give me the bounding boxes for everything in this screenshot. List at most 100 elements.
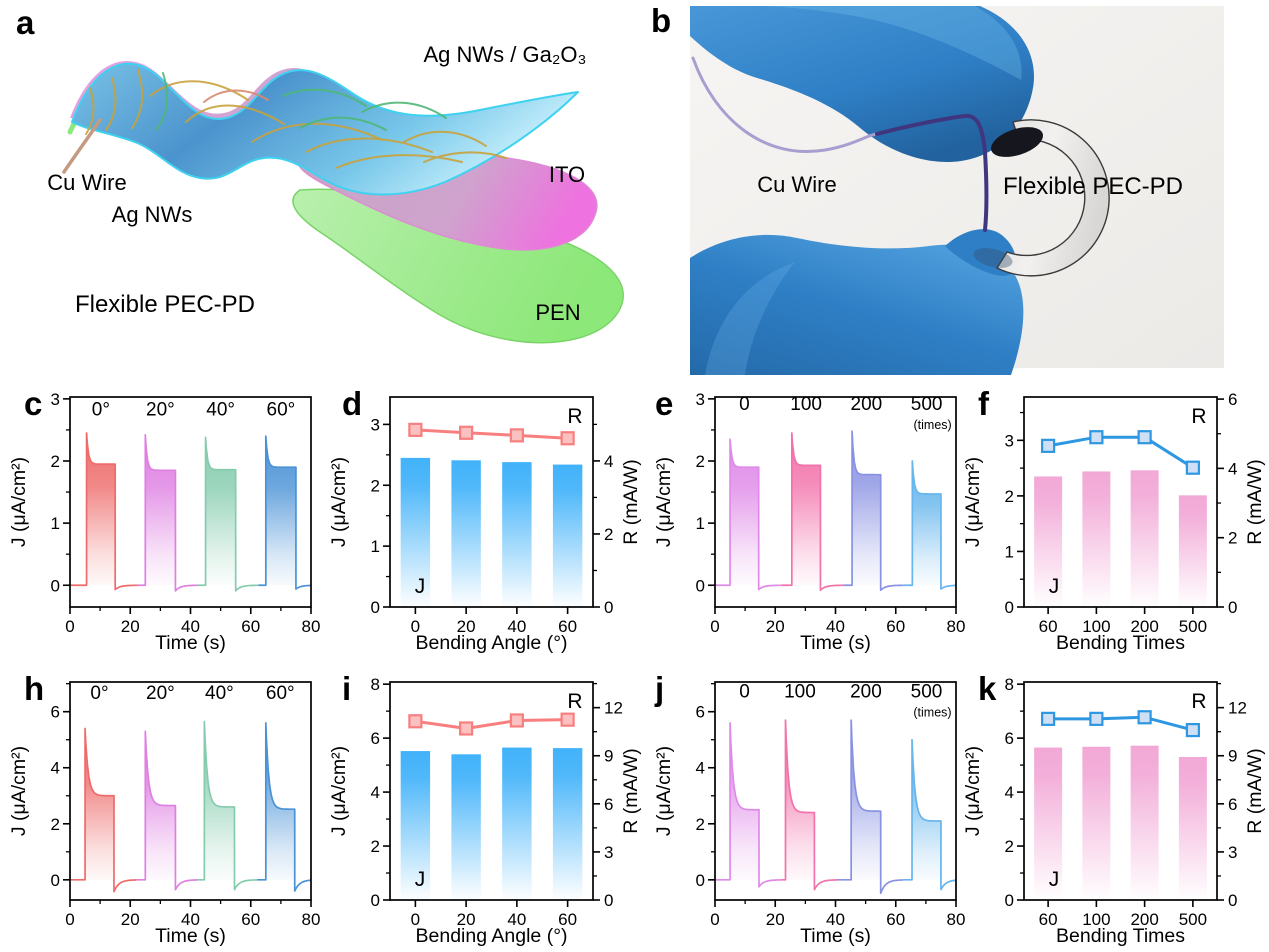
y-tick-label: 0 bbox=[51, 871, 60, 890]
right-axis-title: R (mA/W) bbox=[1244, 748, 1266, 834]
pulse-label: 60° bbox=[267, 400, 296, 421]
panel-j: j 0 100 200 500 (times) 0 20 40 60 80 0 2 4 6 Time (s)… bbox=[645, 670, 965, 952]
right-tick-label: 12 bbox=[604, 699, 623, 718]
bars-j bbox=[400, 747, 583, 900]
x-axis-title: Bending Times bbox=[1056, 925, 1185, 947]
right-tick-label: 9 bbox=[1228, 747, 1237, 766]
pulse-fill-60° bbox=[265, 722, 295, 880]
pulses: 0° 20° 40° 60° bbox=[70, 683, 312, 893]
line-responsivity bbox=[1041, 710, 1200, 738]
label-ito: ITO bbox=[549, 162, 585, 187]
right-tick-label: 3 bbox=[604, 843, 613, 862]
x-axis-title: Bending Angle (°) bbox=[416, 632, 568, 654]
right-tick-label: 6 bbox=[604, 795, 613, 814]
annotation-r: R bbox=[567, 690, 582, 713]
pulse-fill-100 bbox=[785, 720, 815, 880]
x-axis-title: Time (s) bbox=[800, 925, 871, 947]
y-axis-title: J (μA/cm²) bbox=[653, 746, 675, 836]
right-axis-title: R (mA/W) bbox=[620, 748, 642, 834]
right-tick-label: 0 bbox=[1228, 598, 1237, 617]
glove-top-highlight bbox=[765, 6, 1022, 80]
panel-letter-h: h bbox=[24, 670, 45, 707]
x-tick-label: 40 bbox=[826, 617, 845, 636]
x-tick-label: 20 bbox=[457, 617, 476, 636]
x-axis-title: Time (s) bbox=[800, 632, 871, 654]
marker-r bbox=[1041, 438, 1056, 453]
x-tick-label: 20 bbox=[766, 910, 785, 929]
marker-r bbox=[560, 431, 575, 446]
pulse-label: 200 bbox=[850, 682, 882, 703]
x-tick-label: 80 bbox=[302, 910, 321, 929]
x-tick-label: 500 bbox=[1179, 617, 1207, 636]
pulse-label: 0 bbox=[739, 394, 750, 415]
x-tick-label: 40 bbox=[826, 910, 845, 929]
pulse-label: 200 bbox=[851, 394, 883, 415]
pulse-note: (times) bbox=[913, 706, 951, 720]
panel-i: i 0 20 40 60 0 2 4 6 8 0 3 6 9 12 Bending Angle (°) J (… bbox=[328, 670, 645, 952]
pulse-label: 20° bbox=[146, 400, 175, 421]
axes: 0 20 40 60 80 0 1 2 3 Time (s) J (μA/cm²) bbox=[653, 390, 965, 654]
marker-r bbox=[1185, 460, 1200, 475]
pulse-line-20° bbox=[136, 730, 199, 891]
bar-j bbox=[1082, 746, 1111, 900]
pulse-fill-0° bbox=[85, 728, 114, 880]
left-tick-label: 4 bbox=[1005, 783, 1014, 802]
left-axis-title: J (μA/cm²) bbox=[328, 746, 350, 836]
annotation-j: J bbox=[415, 868, 426, 891]
left-tick-label: 1 bbox=[371, 537, 380, 556]
glove-bottom-highlight bbox=[705, 262, 795, 375]
pulse-label: 0° bbox=[92, 400, 110, 421]
x-tick-label: 40 bbox=[181, 910, 200, 929]
pulse-line-60° bbox=[258, 435, 312, 590]
bar-j bbox=[1178, 757, 1207, 900]
pulse-line-100 bbox=[781, 719, 838, 891]
left-tick-label: 8 bbox=[1005, 675, 1014, 694]
left-tick-label: 3 bbox=[371, 415, 380, 434]
line-responsivity bbox=[408, 712, 575, 736]
y-tick-label: 1 bbox=[696, 514, 705, 533]
pulse-fill-40° bbox=[205, 437, 236, 586]
pulse-label: 500 bbox=[911, 394, 943, 415]
x-axis-title: Time (s) bbox=[155, 925, 226, 947]
y-tick-label: 2 bbox=[696, 815, 705, 834]
marker-r bbox=[560, 712, 575, 727]
right-tick-label: 4 bbox=[604, 452, 613, 471]
y-tick-label: 3 bbox=[696, 390, 705, 409]
pulse-label: 40° bbox=[206, 400, 235, 421]
pulses: 0 100 200 500 (times) bbox=[715, 682, 957, 895]
y-tick-label: 0 bbox=[696, 871, 705, 890]
right-tick-label: 0 bbox=[604, 891, 613, 910]
panel-k: k 60 100 200 500 0 2 4 6 8 0 3 6 9 12 Bending Times J (… bbox=[962, 670, 1269, 952]
pulse-fill-0 bbox=[730, 439, 759, 586]
panel-letter-j: j bbox=[655, 670, 665, 707]
y-tick-label: 0 bbox=[696, 576, 705, 595]
axes: 60 100 200 500 0 1 2 3 0 2 4 6 Bending Times J (μA/cm… bbox=[962, 390, 1266, 654]
glove-bottom bbox=[690, 234, 1024, 375]
label-device-b: Flexible PEC-PD bbox=[1003, 173, 1183, 200]
bars-j bbox=[1034, 745, 1207, 900]
pulse-label: 100 bbox=[790, 394, 822, 415]
x-tick-label: 40 bbox=[507, 910, 526, 929]
right-tick-label: 6 bbox=[1228, 795, 1237, 814]
bar-j bbox=[1130, 745, 1159, 900]
label-cu-wire: Cu Wire bbox=[47, 170, 126, 195]
x-tick-label: 0 bbox=[65, 617, 74, 636]
right-tick-label: 12 bbox=[1228, 699, 1247, 718]
annotation-j: J bbox=[1049, 868, 1060, 891]
left-tick-label: 6 bbox=[1005, 729, 1014, 748]
pulse-line-40° bbox=[198, 720, 258, 891]
left-tick-label: 0 bbox=[1005, 598, 1014, 617]
right-tick-label: 2 bbox=[1228, 529, 1237, 548]
y-tick-label: 6 bbox=[51, 703, 60, 722]
x-tick-label: 0 bbox=[710, 910, 719, 929]
electrode-clip bbox=[991, 127, 1043, 157]
x-tick-label: 100 bbox=[1082, 617, 1110, 636]
pulse-label: 0° bbox=[90, 683, 108, 704]
pulse-label: 500 bbox=[911, 682, 943, 703]
panel-letter-i: i bbox=[342, 670, 352, 707]
bar-j bbox=[1130, 470, 1159, 607]
chart-photoresponse-cycles-high: 0 100 200 500 (times) 0 20 40 60 80 0 2 4 6 Time (s) J … bbox=[653, 681, 965, 947]
x-tick-label: 200 bbox=[1130, 910, 1158, 929]
pulses: 0° 20° 40° 60° bbox=[70, 400, 312, 592]
y-tick-label: 0 bbox=[51, 576, 60, 595]
